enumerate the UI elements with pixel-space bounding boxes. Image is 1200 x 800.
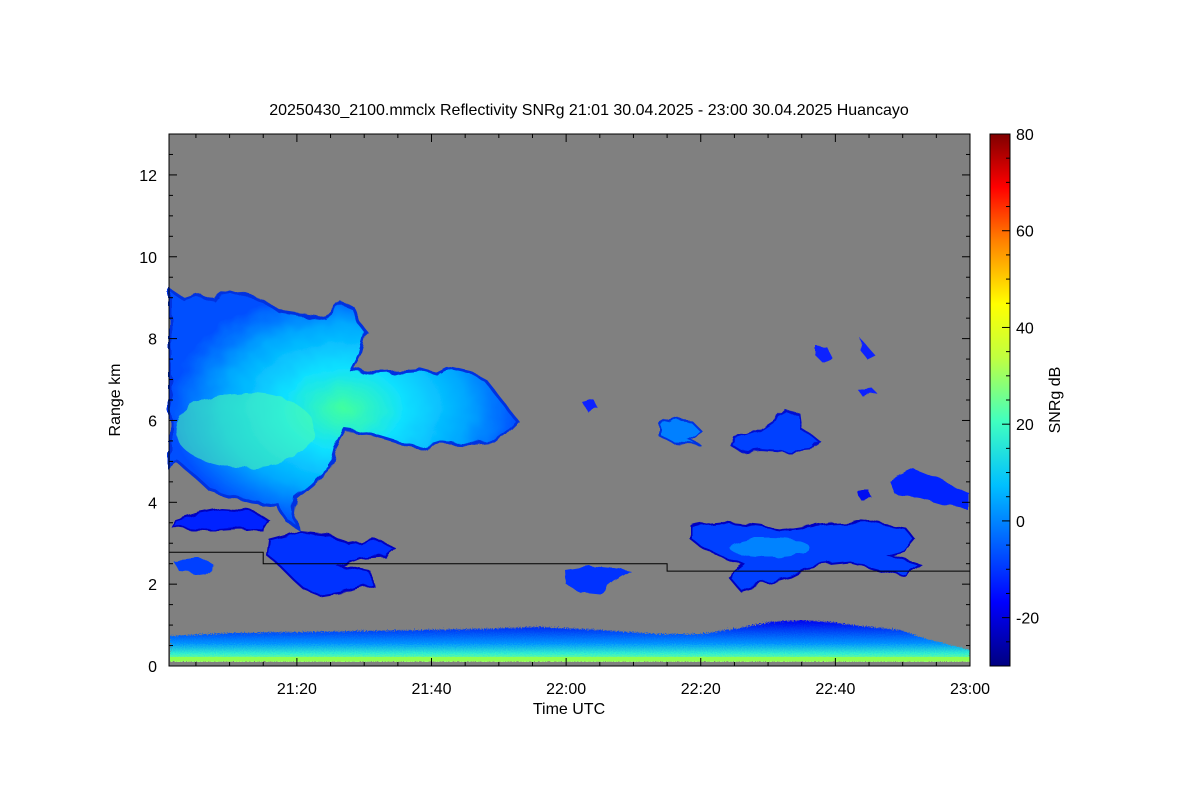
y-tick-label: 10 [139,250,157,267]
y-tick-label: 4 [148,495,157,512]
y-tick-label: 0 [148,659,157,676]
colorbar-tick-label: 20 [1016,417,1034,434]
x-tick-label: 21:20 [277,681,317,698]
x-tick-label: 22:20 [681,681,721,698]
echo-patch [858,388,878,396]
echo-mid-level [170,506,270,532]
echo-mid-level [172,558,215,574]
colorbar-tick-label: 40 [1016,320,1034,337]
echo-mid-level [890,470,968,510]
x-axis-label: Time UTC [533,701,605,718]
plot-frame [168,133,971,667]
colorbar-tick-label: 60 [1016,224,1034,241]
echo-patch [730,408,820,454]
echo-surface-band [170,657,970,661]
colorbar-ticks: -20 0 20 40 60 80 [1002,127,1039,667]
y-tick-label: 12 [139,168,157,185]
x-tick-label: 23:00 [950,681,990,698]
echo-patch [659,416,704,446]
echo-upper-cloud [168,287,521,532]
echo-mid-level [858,490,872,500]
echo-patch [815,345,832,362]
x-tick-label: 22:40 [815,681,855,698]
colorbar-tick-label: -20 [1016,611,1039,628]
echo-layer [168,287,970,662]
echo-patch [860,338,876,360]
reference-height-line [169,551,970,572]
echo-mid-level-core [730,538,810,558]
colorbar-tick-label: 0 [1016,514,1025,531]
x-tick-label: 22:00 [546,681,586,698]
echo-patch [583,400,600,412]
y-tick-label: 2 [148,577,157,594]
chart-title: 20250430_2100.mmclx Reflectivity SNRg 21… [269,102,909,119]
x-tick-label: 21:40 [411,681,451,698]
echo-upper-cloud-core [175,392,315,468]
echo-mid-level [689,520,923,592]
echo-boundary-layer [170,620,970,662]
y-tick-label: 8 [148,332,157,349]
colorbar-label: SNRg dB [1047,367,1064,434]
echo-mid-level [565,566,632,594]
y-tick-label: 6 [148,413,157,430]
y-axis-label: Range km [107,364,124,437]
colorbar-tick-label: 80 [1016,127,1034,144]
axes-layer: 21:20 21:40 22:00 22:20 22:40 23:00 0 2 4 6 8 10 12 [139,133,990,698]
